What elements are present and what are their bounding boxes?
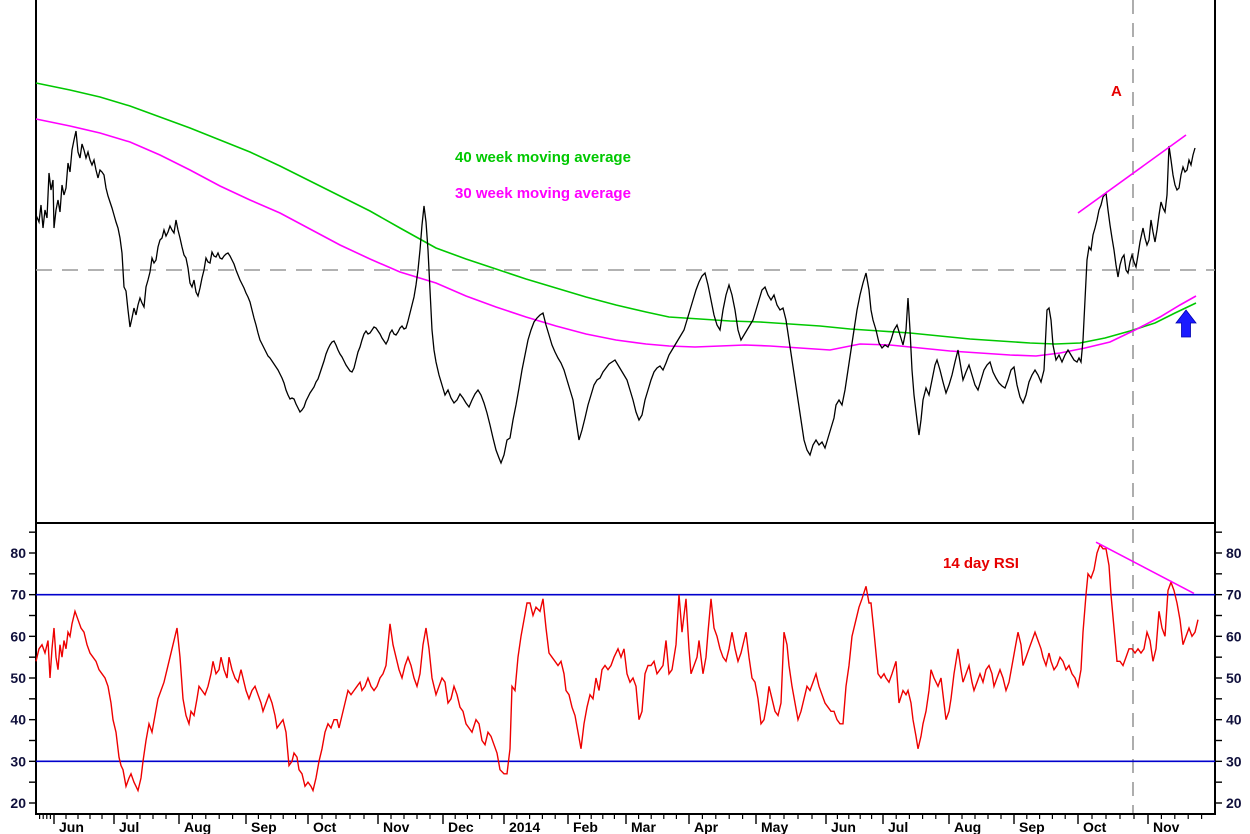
rsi-tick-label-left: 20 bbox=[10, 795, 26, 811]
month-label: Jun bbox=[831, 819, 856, 834]
ma30-line bbox=[35, 118, 1197, 357]
chart-frame bbox=[35, 0, 1216, 815]
rsi-tick-label-right: 80 bbox=[1226, 545, 1242, 561]
price-uptrend-line bbox=[1077, 134, 1187, 214]
month-label: Feb bbox=[573, 819, 598, 834]
rsi-tick-label-left: 60 bbox=[10, 628, 26, 644]
month-label: Oct bbox=[313, 819, 337, 834]
rsi-axis-labels-right: 20 30 40 50 60 70 80 bbox=[1226, 545, 1242, 811]
month-label: 2014 bbox=[509, 819, 540, 834]
month-label: Oct bbox=[1083, 819, 1107, 834]
legend-30-week-ma: 30 week moving average bbox=[455, 185, 631, 202]
rsi-tick-label-left: 40 bbox=[10, 712, 26, 728]
point-a-label: A bbox=[1111, 83, 1122, 100]
month-label: Sep bbox=[1019, 819, 1045, 834]
rsi-tick-label-right: 40 bbox=[1226, 712, 1242, 728]
month-label: Apr bbox=[694, 819, 719, 834]
ma40-line bbox=[35, 82, 1197, 345]
rsi-tick-label-right: 70 bbox=[1226, 587, 1242, 603]
month-label: Nov bbox=[383, 819, 410, 834]
rsi-tick-label-left: 70 bbox=[10, 587, 26, 603]
up-arrow-icon bbox=[1175, 309, 1197, 338]
month-label: Jun bbox=[59, 819, 84, 834]
month-label: Sep bbox=[251, 819, 277, 834]
rsi-tick-label-right: 50 bbox=[1226, 670, 1242, 686]
rsi-axis-ticks bbox=[29, 531, 1222, 804]
month-label: Mar bbox=[631, 819, 656, 834]
month-label: Jul bbox=[888, 819, 908, 834]
rsi-tick-label-left: 50 bbox=[10, 670, 26, 686]
rsi-axis-labels-left: 20 30 40 50 60 70 80 bbox=[10, 545, 26, 811]
rsi-line bbox=[35, 543, 1199, 793]
rsi-tick-label-right: 20 bbox=[1226, 795, 1242, 811]
x-axis-ticks bbox=[38, 814, 1203, 824]
x-axis-month-labels: Jun Jul Aug Sep Oct Nov Dec 2014 Feb Mar Apr May Jun… bbox=[59, 819, 1180, 834]
month-label: Nov bbox=[1153, 819, 1180, 834]
rsi-tick-label-right: 30 bbox=[1226, 753, 1242, 769]
rsi-downtrend-line bbox=[1095, 541, 1195, 595]
rsi-title: 14 day RSI bbox=[943, 555, 1019, 572]
month-label: May bbox=[761, 819, 788, 834]
month-label: Aug bbox=[184, 819, 211, 834]
rsi-tick-label-left: 80 bbox=[10, 545, 26, 561]
month-label: Aug bbox=[954, 819, 981, 834]
rsi-tick-label-right: 60 bbox=[1226, 628, 1242, 644]
legend-40-week-ma: 40 week moving average bbox=[455, 149, 631, 166]
month-label: Dec bbox=[448, 819, 474, 834]
rsi-tick-label-left: 30 bbox=[10, 753, 26, 769]
month-label: Jul bbox=[119, 819, 139, 834]
price-line bbox=[35, 130, 1196, 465]
